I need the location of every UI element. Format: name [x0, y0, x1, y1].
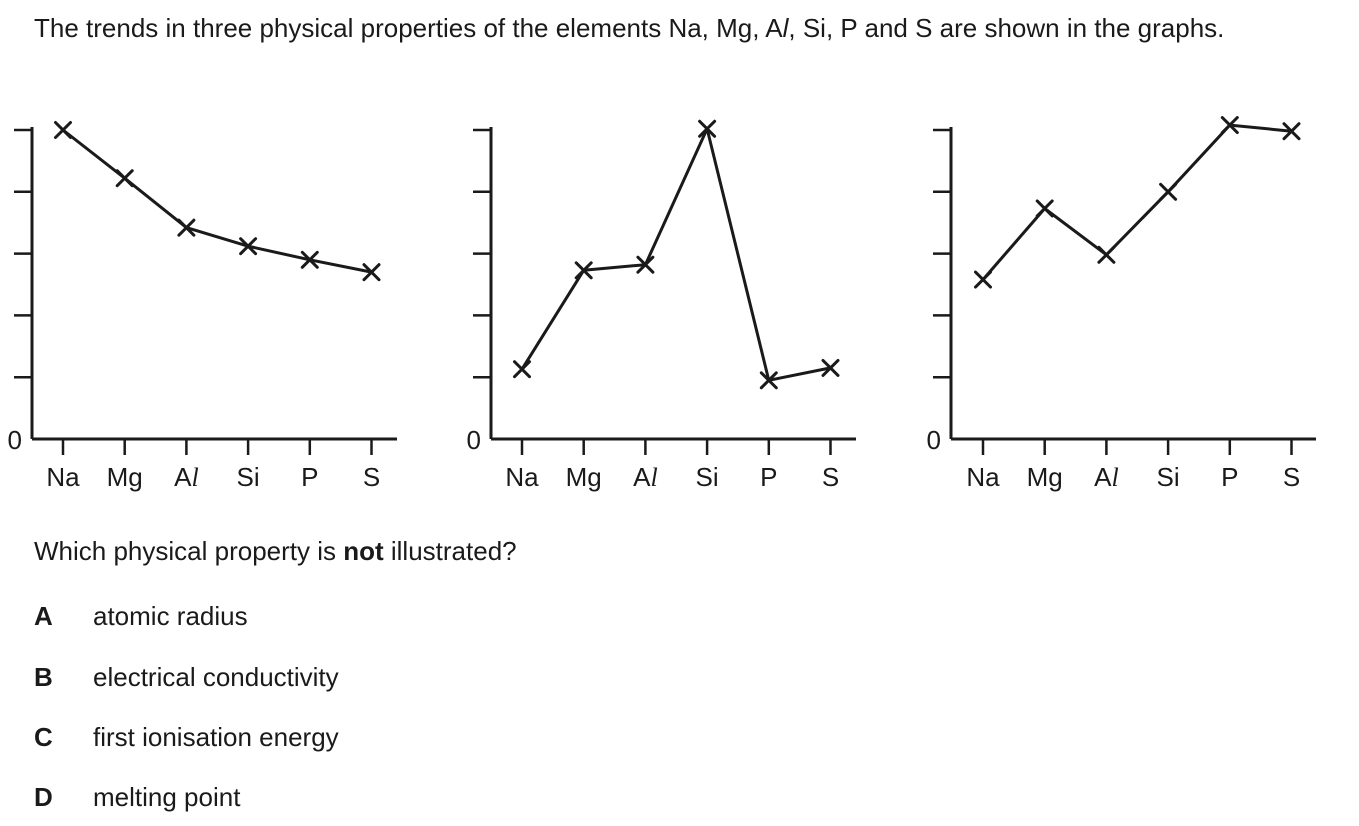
x-tick-label-italic: l	[650, 463, 657, 492]
x-tick-label-main: Na	[505, 462, 539, 492]
x-tick-label-main: Na	[46, 462, 80, 492]
intro-part2: , Si, P and S are shown in the graphs.	[788, 13, 1225, 43]
option-d-letter: D	[34, 782, 53, 812]
x-tick-label-main: S	[822, 462, 839, 492]
x-tick-label: S	[363, 462, 380, 492]
data-point	[698, 119, 717, 138]
option-b-letter: B	[34, 662, 53, 692]
data-point	[821, 358, 840, 377]
chart-1: 0 Na Mg Al Si P S	[8, 121, 397, 492]
option-a-letter: A	[34, 601, 53, 631]
x-tick-label-main: Si	[237, 462, 260, 492]
question-after: illustrated?	[383, 536, 517, 566]
x-tick-label-main: A	[174, 462, 192, 492]
x-tick-label-main: A	[1094, 462, 1112, 492]
x-tick-label-main: Si	[696, 462, 719, 492]
data-point	[177, 218, 196, 237]
option-c-letter: C	[34, 722, 53, 752]
x-tick-label-main: Mg	[566, 462, 602, 492]
question-text: Which physical property is not illustrat…	[34, 534, 517, 568]
x-tick-label: Al	[174, 462, 199, 492]
data-point	[115, 169, 134, 188]
zero-label: 0	[927, 425, 941, 455]
data-point	[636, 255, 655, 274]
question-emphasis: not	[343, 536, 384, 566]
x-tick-label: P	[760, 462, 777, 492]
data-point	[54, 121, 72, 139]
x-tick-label-main: Na	[966, 462, 1000, 492]
x-tick-label: P	[301, 462, 318, 492]
x-tick-label: S	[822, 462, 839, 492]
series-line	[981, 123, 1292, 281]
x-tick-label-main: A	[633, 462, 651, 492]
x-tick-label-italic: l	[1111, 463, 1118, 492]
x-tick-label: P	[1221, 462, 1238, 492]
x-tick-label: Si	[237, 462, 260, 492]
chart-2: 0 Na Mg Al Si P S	[467, 119, 856, 492]
x-tick-label-main: P	[1221, 462, 1238, 492]
x-tick-label: Mg	[566, 462, 602, 492]
x-tick-label: Mg	[1027, 462, 1063, 492]
x-tick-label-italic: l	[191, 463, 198, 492]
data-point	[574, 261, 593, 280]
intro-part1: The trends in three physical properties …	[34, 13, 783, 43]
data-point	[1282, 122, 1301, 141]
x-tick-label-main: S	[363, 462, 380, 492]
series-line	[520, 127, 831, 382]
x-tick-label: Al	[1094, 462, 1119, 492]
x-tick-label-main: P	[760, 462, 777, 492]
zero-label: 0	[8, 425, 22, 455]
data-point	[974, 270, 992, 289]
x-tick-label-main: P	[301, 462, 318, 492]
option-b-text: electrical conductivity	[93, 662, 339, 692]
data-point	[1159, 182, 1178, 201]
data-point	[1035, 199, 1054, 218]
x-tick-label: Na	[966, 462, 1000, 492]
x-tick-label-main: Si	[1157, 462, 1180, 492]
zero-label: 0	[467, 425, 481, 455]
chart-3: 0 Na Mg Al Si P S	[927, 116, 1316, 492]
option-a-text: atomic radius	[93, 601, 248, 631]
charts-area: 0 Na Mg Al Si P S 0 Na Mg Al Si P S 0 Na Mg Al Si P S	[8, 116, 1316, 492]
intro-l-symbol: l	[782, 13, 789, 43]
x-tick-label: Na	[46, 462, 80, 492]
option-d-text: melting point	[93, 782, 241, 812]
x-tick-label: Si	[696, 462, 719, 492]
x-tick-label-main: S	[1283, 462, 1300, 492]
x-tick-label: S	[1283, 462, 1300, 492]
data-point	[1220, 116, 1239, 135]
data-point	[239, 237, 258, 256]
question-before: Which physical property is	[34, 536, 344, 566]
series-line	[62, 128, 372, 274]
intro-text: The trends in three physical properties …	[34, 10, 1354, 46]
x-tick-label-main: Mg	[1027, 462, 1063, 492]
x-tick-label: Si	[1157, 462, 1180, 492]
option-c-text: first ionisation energy	[93, 722, 339, 752]
data-point	[300, 250, 319, 269]
data-point	[759, 371, 778, 390]
x-tick-label-main: Mg	[107, 462, 143, 492]
x-tick-label: Mg	[107, 462, 143, 492]
x-tick-label: Al	[633, 462, 658, 492]
data-point	[362, 263, 381, 282]
x-tick-label: Na	[505, 462, 539, 492]
data-point	[513, 360, 531, 379]
data-point	[1097, 245, 1116, 264]
